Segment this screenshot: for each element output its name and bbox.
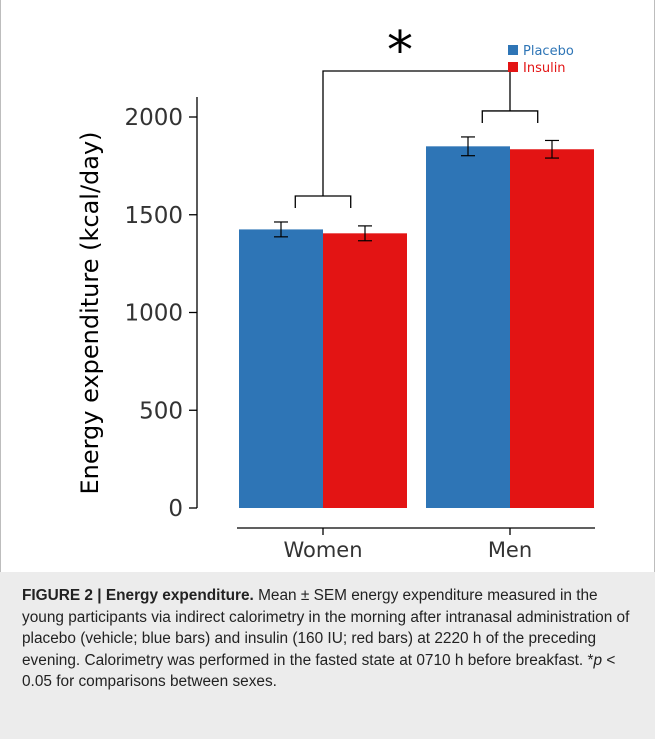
y-tick-label: 2000 (124, 105, 183, 131)
x-tick-label: Women (283, 538, 362, 562)
caption-p-symbol: p (593, 651, 603, 669)
group-bracket (481, 110, 539, 123)
brackets-group (294, 70, 539, 208)
caption-lead: FIGURE 2 | Energy expenditure. (22, 587, 254, 604)
y-tick-label: 1000 (124, 301, 183, 327)
legend-label: Placebo (523, 44, 574, 59)
caption-body: Mean ± SEM energy expenditure measured i… (22, 587, 630, 669)
significance-star: * (387, 21, 413, 81)
legend-label: Insulin (523, 61, 566, 76)
figure-caption: FIGURE 2 | Energy expenditure. Mean ± SE… (22, 585, 634, 693)
bar (323, 233, 407, 508)
bar (426, 146, 510, 508)
legend-swatch (508, 62, 518, 72)
error-bars-group (274, 136, 559, 242)
legend: Placebo Insulin (508, 44, 574, 76)
caption-background (0, 572, 655, 739)
y-axis: 0 500 1000 1500 2000 (124, 97, 198, 522)
y-tick-label: 0 (168, 496, 183, 522)
bar (239, 229, 323, 508)
bar (510, 149, 594, 508)
y-tick-label: 500 (139, 398, 183, 424)
y-axis-label: Energy expenditure (kcal/day) (76, 131, 104, 494)
bars-group (239, 146, 594, 508)
group-bracket (294, 195, 352, 208)
legend-swatch (508, 45, 518, 55)
x-tick-label: Men (488, 538, 532, 562)
chart: 0 500 1000 1500 2000 Women Men Energy expendi… (76, 21, 595, 562)
x-axis: Women Men (237, 527, 595, 562)
significance-bracket (322, 70, 511, 196)
y-tick-label: 1500 (124, 203, 183, 229)
caption-body-end: < 0.05 for comparisons between sexes. (22, 651, 616, 691)
